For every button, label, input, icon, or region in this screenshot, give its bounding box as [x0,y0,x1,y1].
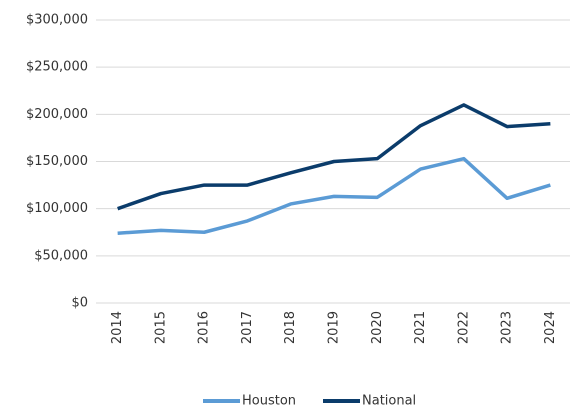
x-tick-label: 2018 [283,311,298,344]
y-tick-label: $200,000 [26,107,88,122]
x-tick-label: 2024 [543,311,558,344]
y-tick-label: $300,000 [26,13,88,28]
y-tick-label: $50,000 [34,248,88,263]
x-tick-label: 2016 [197,311,212,344]
x-tick-label: 2015 [153,311,168,344]
line [117,103,551,211]
y-tick-label: $150,000 [26,154,88,169]
x-tick-label: 2019 [327,311,342,344]
y-tick-label: $250,000 [26,60,88,75]
legend-label: National [362,394,416,409]
x-tick-label: 2014 [110,311,125,344]
x-tick-label: 2020 [370,311,385,344]
x-tick-label: 2023 [500,311,515,344]
y-tick-label: $0 [71,296,88,311]
x-tick-label: 2017 [240,311,255,344]
x-tick-label: 2021 [413,311,428,344]
legend-label: Houston [242,394,296,409]
x-tick-label: 2022 [456,311,471,344]
y-tick-label: $100,000 [26,201,88,216]
line [117,156,551,235]
